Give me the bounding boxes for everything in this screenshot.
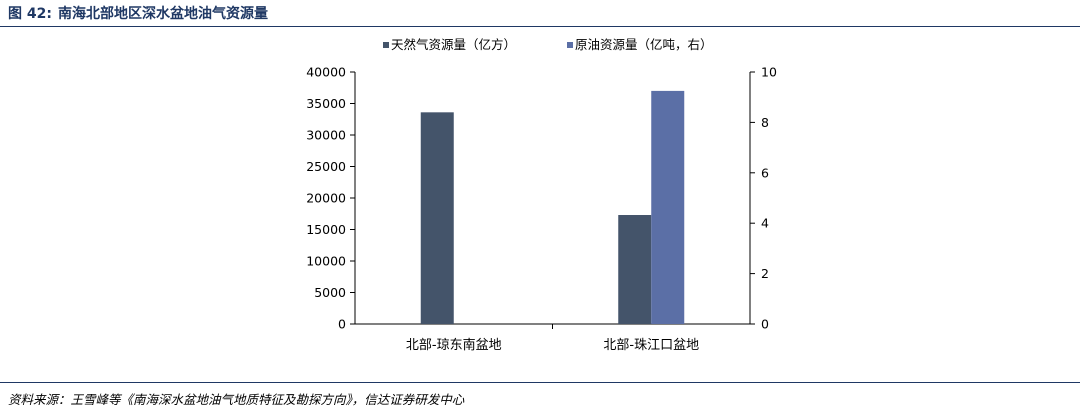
source-note: 资料来源：王雪峰等《南海深水盆地油气地质特征及勘探方向》，信达证券研发中心: [8, 392, 465, 407]
y-left-tick-label: 25000: [306, 159, 346, 174]
legend-swatch: [567, 42, 573, 48]
chart-bars: [420, 90, 685, 325]
figure-title-text: 南海北部地区深水盆地油气资源量: [57, 6, 268, 22]
bar-gas: [618, 215, 652, 324]
resource-bar-chart: 天然气资源量（亿方） 原油资源量（亿吨，右） 050001000015000200…: [306, 37, 777, 354]
bar-gas: [420, 112, 454, 324]
legend-label: 天然气资源量（亿方）: [391, 37, 516, 52]
figure-title: 图 42: 南海北部地区深水盆地油气资源量: [8, 3, 268, 23]
chart-legend: 天然气资源量（亿方） 原油资源量（亿吨，右）: [383, 37, 713, 52]
y-right-tick-label: 2: [761, 266, 769, 281]
x-category-label: 北部-琼东南盆地: [406, 337, 502, 353]
x-category-label: 北部-珠江口盆地: [603, 338, 699, 353]
y-right-tick-label: 4: [761, 216, 769, 231]
y-left-tick-label: 0: [338, 317, 346, 332]
y-right-tick-label: 6: [761, 165, 769, 180]
figure-header: 图 42: 南海北部地区深水盆地油气资源量: [0, 0, 1080, 27]
y-left-tick-label: 10000: [306, 254, 346, 269]
y-right-tick-label: 0: [761, 317, 769, 332]
figure-footer: 资料来源：王雪峰等《南海深水盆地油气地质特征及勘探方向》，信达证券研发中心: [0, 382, 1080, 410]
y-left-tick-label: 5000: [314, 285, 346, 300]
y-right-tick-label: 10: [761, 65, 777, 80]
bar-oil: [651, 90, 685, 325]
y-left-tick-label: 40000: [306, 65, 346, 80]
chart-axes: 0 5000 10000 15000 20000 25000 30000 35000 40000…: [306, 65, 777, 354]
y-left-tick-label: 20000: [306, 191, 346, 206]
y-left-tick-label: 15000: [306, 222, 346, 237]
figure-number: 图 42:: [8, 6, 52, 22]
legend-label: 原油资源量（亿吨，右）: [575, 37, 713, 52]
y-left-tick-label: 30000: [306, 128, 346, 143]
y-left-tick-label: 35000: [306, 96, 346, 111]
y-right-tick-label: 8: [761, 115, 769, 130]
legend-swatch: [383, 42, 389, 48]
